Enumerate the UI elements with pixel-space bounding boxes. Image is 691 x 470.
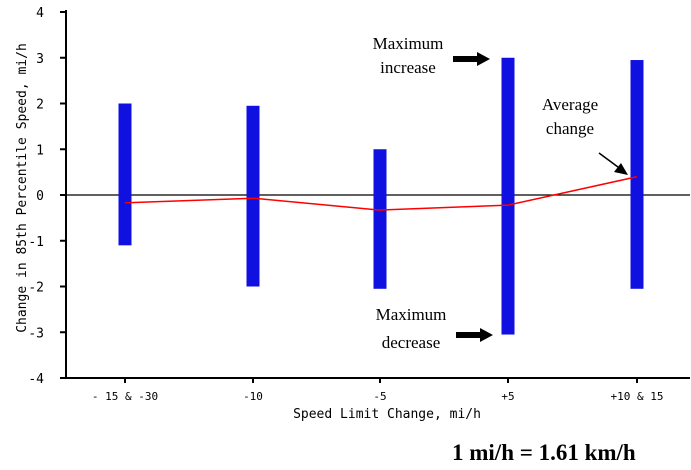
- annotation-average-change: Average change: [542, 95, 628, 175]
- annotation-max-increase-line1: Maximum: [373, 34, 444, 53]
- x-axis-label: Speed Limit Change, mi/h: [293, 407, 481, 422]
- annotation-average-change-line1: Average: [542, 95, 598, 114]
- y-tick-label: 4: [36, 6, 44, 21]
- range-bar: [630, 60, 644, 289]
- annotation-max-decrease: Maximum decrease: [376, 305, 493, 352]
- x-tick-label: +10 & 15: [611, 390, 664, 403]
- x-tick-label: +5: [501, 390, 514, 403]
- annotation-max-increase-line2: increase: [380, 58, 436, 77]
- x-tick-label: - 15 & -30: [92, 390, 158, 403]
- y-tick-label: 2: [36, 98, 44, 113]
- annotation-average-change-line2: change: [546, 119, 594, 138]
- unit-conversion-note: 1 mi/h = 1.61 km/h: [452, 440, 636, 465]
- chart-svg: - 15 & -30 -10 -5 +5 +10 & 15 -4-3-2-101234 …: [15, 6, 690, 422]
- y-tick-label: -3: [28, 326, 44, 341]
- range-bars: [118, 57, 644, 335]
- annotation-max-increase: Maximum increase: [373, 34, 490, 77]
- x-tick-label: -5: [373, 390, 386, 403]
- y-tick-label: -2: [28, 281, 44, 296]
- annotation-max-decrease-line2: decrease: [382, 333, 441, 352]
- x-tick-label: -10: [243, 390, 263, 403]
- y-tick-label: 0: [36, 189, 44, 204]
- y-tick-label: -1: [28, 235, 44, 250]
- range-bar: [118, 103, 132, 246]
- range-bar: [373, 149, 387, 289]
- arrowhead-icon: [614, 163, 628, 175]
- range-bar: [501, 57, 515, 335]
- y-tick-labels: -4 -3 -2 -1 0 1 2 3 4: [28, 6, 44, 387]
- average-change-line: [124, 175, 638, 211]
- range-bar: [246, 105, 260, 287]
- annotation-max-decrease-line1: Maximum: [376, 305, 447, 324]
- y-tick-label: 1: [36, 143, 44, 158]
- x-tick-labels: - 15 & -30 -10 -5 +5 +10 & 15: [92, 390, 664, 403]
- y-axis-label: Change in 85th Percentile Speed, mi/h: [15, 43, 30, 333]
- average-line-group: [124, 175, 638, 211]
- y-tick-label: 3: [36, 52, 44, 67]
- arrow-icon: [456, 328, 493, 342]
- y-tick-label: -4: [28, 372, 44, 387]
- arrow-icon: [453, 52, 490, 66]
